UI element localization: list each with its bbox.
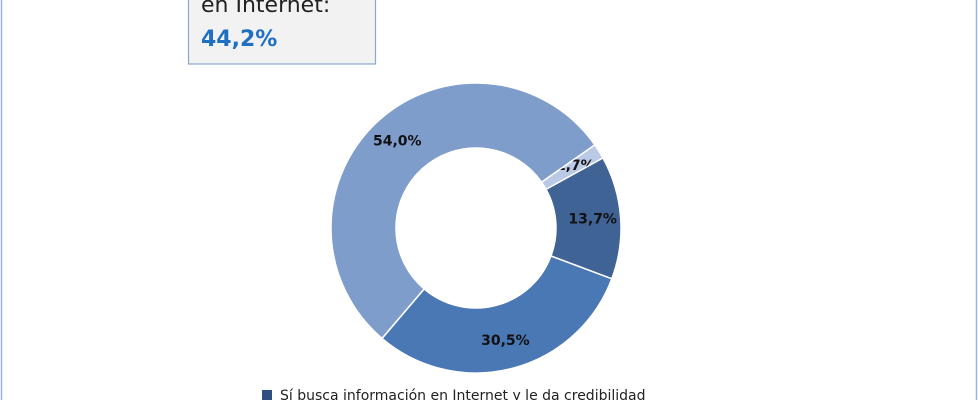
donut-slice bbox=[330, 82, 596, 340]
data-label: 30,5% bbox=[481, 333, 530, 349]
data-label: 54,0% bbox=[373, 133, 422, 149]
data-label: 13,7% bbox=[568, 211, 617, 227]
callout-box bbox=[187, 0, 377, 65]
legend-label: Sí busca información en Internet y le da… bbox=[280, 388, 646, 400]
legend-swatch bbox=[262, 390, 272, 400]
callout-value: 44,2% bbox=[201, 27, 277, 52]
donut-slice bbox=[380, 255, 613, 374]
callout-text: en Internet: bbox=[201, 0, 330, 18]
